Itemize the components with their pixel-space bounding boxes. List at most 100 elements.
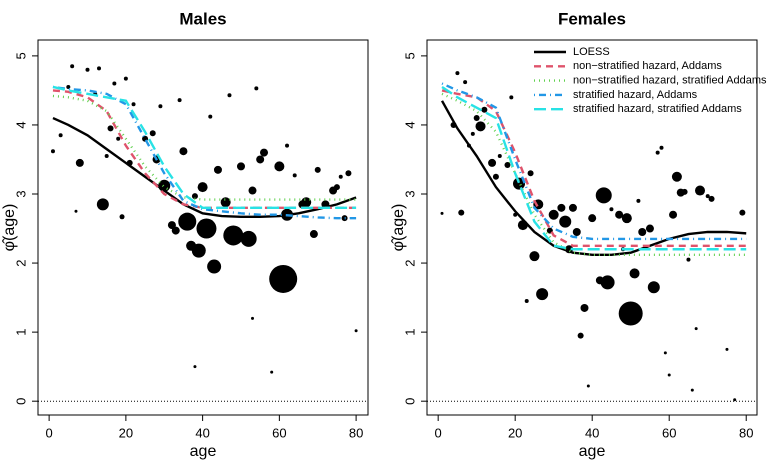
fit-line bbox=[52, 85, 357, 210]
y-tick-label: 0 bbox=[402, 398, 417, 405]
x-tick-label: 40 bbox=[195, 425, 209, 440]
y-axis-label: φ̂(age) bbox=[390, 204, 407, 252]
data-point bbox=[492, 173, 499, 180]
data-point bbox=[655, 150, 660, 155]
data-point bbox=[588, 214, 597, 223]
data-point bbox=[559, 215, 572, 228]
data-point bbox=[191, 243, 206, 258]
data-point bbox=[227, 93, 232, 98]
x-tick-label: 60 bbox=[272, 425, 286, 440]
data-point bbox=[645, 224, 654, 233]
y-tick-label: 2 bbox=[402, 259, 417, 266]
data-point bbox=[75, 158, 84, 167]
y-tick-label: 2 bbox=[13, 259, 28, 266]
data-point bbox=[270, 370, 274, 374]
data-point bbox=[638, 227, 647, 236]
fit-line bbox=[441, 82, 747, 241]
data-point bbox=[240, 230, 257, 247]
data-point bbox=[536, 288, 549, 301]
legend-label: non−stratified hazard, Addams bbox=[573, 60, 722, 72]
data-point bbox=[196, 218, 217, 239]
data-point bbox=[455, 71, 460, 76]
data-point bbox=[131, 102, 136, 107]
data-point bbox=[509, 95, 514, 100]
fit-line bbox=[441, 92, 747, 256]
data-point bbox=[686, 257, 691, 262]
data-point bbox=[568, 203, 577, 212]
data-point bbox=[274, 161, 285, 172]
y-tick-label: 1 bbox=[402, 329, 417, 336]
fit-line bbox=[52, 85, 357, 220]
data-point bbox=[213, 165, 222, 174]
data-point bbox=[488, 158, 497, 167]
data-point bbox=[314, 166, 321, 173]
data-point bbox=[481, 106, 488, 113]
data-point bbox=[177, 98, 182, 103]
data-point bbox=[58, 133, 63, 138]
data-point bbox=[223, 225, 244, 246]
data-point bbox=[301, 197, 312, 208]
data-point bbox=[191, 193, 198, 200]
data-point bbox=[158, 104, 163, 109]
data-point bbox=[440, 211, 444, 215]
data-point bbox=[254, 86, 259, 91]
data-point bbox=[681, 188, 688, 195]
data-point bbox=[85, 67, 90, 72]
data-point bbox=[618, 301, 643, 326]
y-tick-label: 4 bbox=[13, 121, 28, 128]
data-point bbox=[70, 64, 75, 69]
data-point bbox=[663, 351, 667, 355]
data-point bbox=[667, 373, 671, 377]
data-point bbox=[659, 145, 664, 150]
data-point bbox=[725, 347, 729, 351]
x-tick-label: 60 bbox=[662, 425, 676, 440]
x-axis-label: age bbox=[579, 443, 606, 460]
data-point bbox=[251, 316, 254, 320]
data-point bbox=[220, 197, 231, 208]
data-point bbox=[112, 81, 117, 86]
data-point bbox=[636, 198, 641, 203]
data-point bbox=[527, 170, 534, 177]
data-point bbox=[256, 155, 265, 164]
fit-line bbox=[440, 100, 747, 256]
data-point bbox=[171, 226, 180, 235]
y-tick-label: 4 bbox=[402, 121, 417, 128]
legend-label: stratified hazard, Addams bbox=[573, 89, 698, 101]
data-point bbox=[458, 209, 465, 216]
data-point bbox=[236, 162, 245, 171]
data-point bbox=[119, 214, 125, 220]
panel-title: Males bbox=[179, 9, 226, 28]
data-point bbox=[338, 174, 343, 179]
data-point bbox=[586, 384, 590, 388]
fit-line bbox=[441, 85, 747, 251]
data-point bbox=[74, 209, 78, 213]
data-point bbox=[475, 121, 486, 132]
x-tick-label: 40 bbox=[585, 425, 599, 440]
data-point bbox=[600, 275, 615, 290]
data-point bbox=[690, 388, 694, 392]
x-tick-label: 80 bbox=[739, 425, 753, 440]
data-point bbox=[497, 154, 502, 159]
x-tick-label: 20 bbox=[508, 425, 522, 440]
data-point bbox=[104, 154, 109, 159]
data-point bbox=[647, 281, 660, 294]
data-point bbox=[629, 268, 640, 279]
data-point bbox=[179, 147, 188, 156]
data-point bbox=[269, 264, 298, 293]
data-point bbox=[149, 130, 156, 137]
data-point bbox=[548, 209, 559, 220]
data-point bbox=[577, 332, 584, 339]
legend-label: LOESS bbox=[573, 46, 610, 58]
x-tick-label: 80 bbox=[349, 425, 363, 440]
data-point bbox=[504, 162, 511, 168]
y-tick-label: 5 bbox=[402, 52, 417, 59]
data-point bbox=[50, 149, 55, 154]
data-point bbox=[572, 227, 581, 236]
data-point bbox=[260, 148, 269, 157]
data-point bbox=[671, 171, 682, 182]
data-point bbox=[739, 209, 746, 216]
data-point bbox=[178, 212, 197, 231]
data-point bbox=[705, 194, 710, 199]
legend-label: stratified hazard, stratified Addams bbox=[573, 103, 742, 115]
data-point bbox=[354, 329, 358, 333]
